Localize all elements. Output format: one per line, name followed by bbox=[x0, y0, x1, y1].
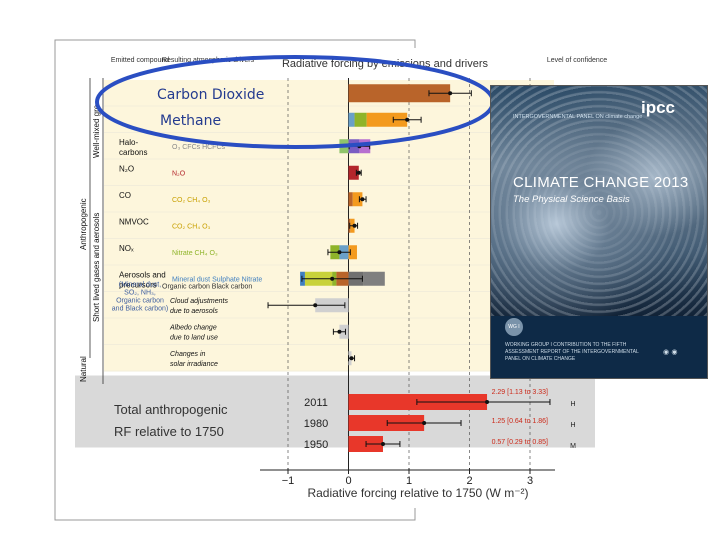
total-annotation: 1.25 [0.64 to 1.86] bbox=[492, 418, 548, 425]
aerosol-driver-line2: Organic carbon Black carbon bbox=[162, 284, 252, 291]
bar-segment bbox=[348, 245, 357, 260]
callout-label-co2: Carbon Dioxide bbox=[157, 87, 264, 103]
bar-segment bbox=[366, 112, 408, 127]
total-confidence: H bbox=[570, 422, 575, 429]
row-driver-label: Changes in bbox=[170, 351, 206, 358]
row-driver-label: Albedo change bbox=[169, 325, 217, 332]
bar-segment bbox=[348, 84, 451, 103]
row-compound-label: NOₓ bbox=[119, 244, 134, 253]
row-background bbox=[104, 212, 554, 238]
bar-segment bbox=[354, 112, 367, 127]
bar-segment bbox=[348, 165, 359, 180]
bar-segment bbox=[352, 192, 363, 207]
side-label-natural: Natural bbox=[79, 356, 88, 382]
x-tick-label: −1 bbox=[282, 475, 295, 487]
bar-segment bbox=[348, 192, 353, 207]
cover-title: CLIMATE CHANGE 2013 bbox=[513, 174, 689, 191]
chart-title: Radiative forcing by emissions and drive… bbox=[282, 58, 489, 70]
total-label-line2: RF relative to 1750 bbox=[114, 424, 224, 439]
row-compound-label: precursors bbox=[119, 281, 157, 290]
callout-label-ch4: Methane bbox=[160, 113, 221, 129]
cover-band bbox=[491, 316, 707, 378]
rows-layer: Halo-carbons O₃ CFCs HCFCs N₂O N₂O CO CO₂ CH₄… bbox=[75, 80, 595, 448]
x-tick-label: 2 bbox=[466, 475, 472, 487]
x-tick-label: 3 bbox=[527, 475, 533, 487]
aerosol-sub-label: (Mineral dust, bbox=[119, 282, 161, 289]
row-compound-label: N₂O bbox=[119, 165, 134, 174]
bar-value-point bbox=[405, 117, 410, 122]
ipcc-report-cover: ipcc INTERGOVERNMENTAL PANEL ON climate … bbox=[490, 85, 708, 379]
header-emitted-compound: Emitted compound bbox=[111, 57, 169, 64]
side-label-anthropogenic: Anthropogenic bbox=[79, 198, 88, 250]
total-panel-background bbox=[75, 375, 595, 448]
bars-layer: 2011 2.29 [1.13 to 3.33] H 1980 1.25 [0.64 t… bbox=[267, 84, 576, 452]
wg-badge: WG I bbox=[505, 318, 523, 336]
bar-value-point bbox=[337, 250, 342, 255]
aerosol-sub-label: SO₂, NH₃, bbox=[124, 290, 156, 297]
x-axis-label: Radiative forcing relative to 1750 (W m⁻… bbox=[307, 486, 528, 500]
row-driver-label: CO₂ CH₄ O₃ bbox=[172, 224, 211, 231]
row-background bbox=[104, 159, 554, 185]
cover-org-subtitle: INTERGOVERNMENTAL PANEL ON climate chang… bbox=[513, 114, 643, 120]
bar-value-point bbox=[330, 276, 335, 281]
row-background bbox=[104, 345, 554, 371]
total-year-label: 2011 bbox=[304, 397, 328, 409]
row-driver-label: Mineral dust Sulphate Nitrate bbox=[172, 277, 262, 284]
bar-value-point bbox=[485, 400, 490, 404]
bar-value-point bbox=[360, 197, 365, 202]
total-annotation: 2.29 [1.13 to 3.33] bbox=[492, 389, 548, 396]
bar-value-point bbox=[422, 421, 427, 425]
total-year-label: 1980 bbox=[304, 418, 328, 430]
row-driver-label: Cloud adjustments bbox=[170, 298, 228, 305]
ipcc-logo: ipcc bbox=[641, 98, 676, 117]
row-compound-label: NMVOC bbox=[119, 218, 149, 227]
row-compound-label: Aerosols and bbox=[119, 271, 166, 280]
total-confidence: M bbox=[570, 443, 576, 450]
bar-value-point bbox=[356, 170, 361, 175]
row-driver-label: due to aerosols bbox=[170, 308, 218, 315]
row-driver-label: O₃ CFCs HCFCs bbox=[172, 144, 226, 151]
total-year-label: 1950 bbox=[304, 439, 328, 451]
row-compound-label: CO bbox=[119, 191, 131, 200]
bar-segment bbox=[348, 415, 425, 431]
row-compound-label: carbons bbox=[119, 148, 147, 157]
row-background bbox=[104, 186, 554, 212]
row-driver-label: Nitrate CH₄ O₃ bbox=[172, 250, 218, 257]
row-background bbox=[104, 318, 554, 344]
header-level-confidence: Level of confidence bbox=[547, 57, 607, 64]
un-logos-icon: ◉ ◉ bbox=[663, 348, 678, 356]
cover-subtitle: The Physical Science Basis bbox=[513, 194, 630, 205]
bar-segment bbox=[363, 271, 385, 286]
bar-value-point bbox=[313, 303, 318, 308]
bar-value-point bbox=[349, 356, 354, 361]
bar-value-point bbox=[380, 442, 385, 446]
total-confidence: H bbox=[570, 401, 575, 408]
aerosol-sub-label: and Black carbon) bbox=[112, 306, 168, 313]
row-compound-label: Halo- bbox=[119, 138, 138, 147]
x-tick-label: 1 bbox=[406, 475, 412, 487]
cover-ice-image bbox=[491, 86, 707, 316]
row-driver-label: CO₂ CH₄ O₃ bbox=[172, 197, 211, 204]
side-label-wmgg: Well-mixed gre bbox=[92, 104, 101, 158]
aerosol-sub-label: Organic carbon bbox=[116, 298, 164, 305]
row-driver-label: solar irradiance bbox=[170, 361, 218, 368]
bar-segment bbox=[348, 112, 355, 127]
bar-value-point bbox=[352, 223, 357, 228]
bar-value-point bbox=[448, 91, 453, 96]
bar-value-point bbox=[337, 329, 342, 334]
cover-subtext: WORKING GROUP I CONTRIBUTION TO THE FIFT… bbox=[505, 342, 639, 362]
total-label-line1: Total anthropogenic bbox=[114, 402, 228, 417]
side-label-short-lived: Short lived gases and aerosols bbox=[92, 213, 101, 322]
row-driver-label: N₂O bbox=[172, 171, 186, 178]
x-tick-label: 0 bbox=[345, 475, 351, 487]
total-annotation: 0.57 [0.29 to 0.85] bbox=[492, 439, 548, 446]
row-driver-label: due to land use bbox=[170, 335, 218, 342]
